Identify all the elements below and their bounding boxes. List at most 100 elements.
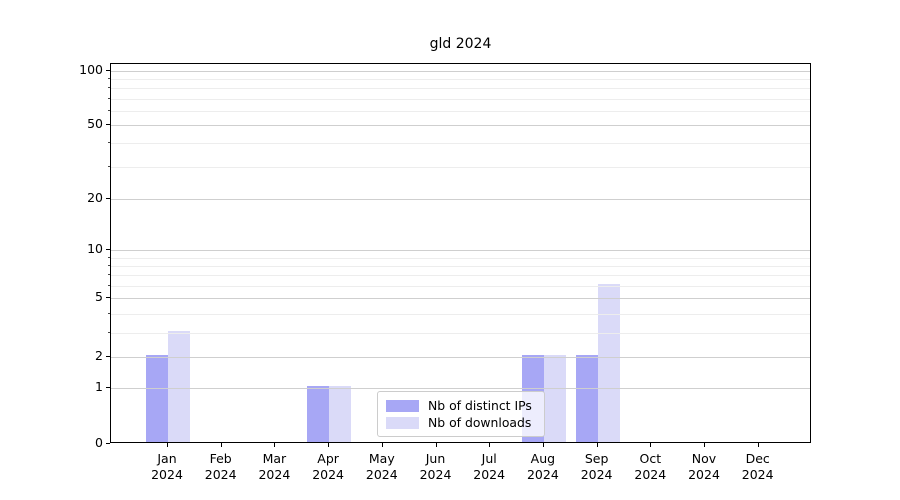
x-tick-year: 2024 [151,467,183,482]
gridline-major-20 [111,199,810,200]
y-tick-50 [106,124,110,125]
x-tick-label-feb: Feb 2024 [189,451,253,483]
y-tick-5 [106,297,110,298]
x-tick-label-jul: Jul 2024 [457,451,521,483]
y-tick-label-20: 20 [87,190,103,205]
x-tick-year: 2024 [741,467,774,482]
x-tick-month: Sep [584,451,609,466]
x-tick-label-jun: Jun 2024 [404,451,468,483]
x-tick-month: Apr [317,451,339,466]
y-tick-label-50: 50 [87,116,103,131]
x-tick-month: Oct [639,451,662,466]
x-tick-label-nov: Nov 2024 [672,451,736,483]
gridline-minor-7 [111,275,810,277]
y-tick-label-0: 0 [95,435,103,450]
bar-nb-of-distinct-ips-jan [146,355,168,442]
x-tick-year: 2024 [580,467,613,482]
bar-nb-of-distinct-ips-sep [575,355,598,442]
x-tick-month: Jun [425,451,446,466]
x-tick-feb [220,443,222,447]
y-tick-minor-30 [108,166,110,167]
plot-area [110,63,811,443]
x-tick-year: 2024 [365,467,398,482]
y-tick-minor-9 [108,257,110,258]
x-tick-month: Aug [530,451,556,466]
y-tick-minor-4 [108,313,110,314]
gridline-major-100 [111,71,810,72]
x-tick-label-jan: Jan 2024 [135,451,199,483]
x-tick-month: Dec [745,451,770,466]
legend-label-distinct-ips: Nb of distinct IPs [428,398,532,413]
x-tick-jul [489,443,491,447]
x-tick-year: 2024 [204,467,237,482]
bar-nb-of-downloads-jan [168,330,190,442]
gridline-minor-90 [111,79,810,81]
x-tick-month: Mar [262,451,287,466]
gridline-minor-40 [111,143,810,145]
y-tick-0 [106,443,110,444]
x-tick-label-apr: Apr 2024 [296,451,360,483]
gridline-minor-8 [111,265,810,267]
y-tick-20 [106,198,110,199]
y-tick-label-10: 10 [87,241,103,256]
x-tick-aug [542,443,544,447]
gridline-major-1 [111,388,810,389]
gridline-minor-6 [111,285,810,287]
x-tick-sep [596,443,598,447]
y-tick-minor-3 [108,332,110,333]
y-tick-minor-8 [108,265,110,266]
x-tick-label-dec: Dec 2024 [726,451,790,483]
legend-label-downloads: Nb of downloads [428,415,532,430]
x-tick-year: 2024 [419,467,452,482]
legend: Nb of distinct IPs Nb of downloads [377,391,545,437]
y-tick-minor-70 [108,98,110,99]
x-tick-month: Jul [481,451,497,466]
y-tick-minor-90 [108,78,110,79]
x-tick-mar [274,443,276,447]
x-tick-year: 2024 [688,467,720,482]
x-tick-oct [650,443,652,447]
y-tick-label-100: 100 [79,62,103,77]
y-tick-2 [106,356,110,357]
legend-swatch-downloads [386,416,419,429]
gridline-major-5 [111,298,810,299]
gridline-minor-9 [111,257,810,259]
y-tick-10 [106,249,110,250]
y-tick-label-2: 2 [95,348,103,363]
x-tick-dec [757,443,759,447]
chart-title: gld 2024 [429,36,492,52]
gridline-major-10 [111,250,810,251]
gridline-minor-80 [111,88,810,90]
x-tick-year: 2024 [312,467,344,482]
x-tick-label-oct: Oct 2024 [618,451,682,483]
x-tick-label-sep: Sep 2024 [565,451,629,483]
gridline-minor-30 [111,166,810,168]
gridline-minor-70 [111,98,810,100]
x-tick-year: 2024 [258,467,291,482]
y-tick-minor-60 [108,110,110,111]
legend-item-downloads: Nb of downloads [386,415,536,430]
gridline-major-2 [111,357,810,358]
gridline-minor-4 [111,313,810,315]
x-tick-may [381,443,383,447]
y-tick-1 [106,387,110,388]
y-tick-minor-7 [108,274,110,275]
gridline-major-50 [111,125,810,126]
x-tick-year: 2024 [634,467,667,482]
x-tick-label-mar: Mar 2024 [242,451,306,483]
x-tick-month: Feb [209,451,232,466]
legend-swatch-distinct-ips [386,399,419,412]
y-tick-100 [106,70,110,71]
x-tick-month: May [368,451,395,466]
x-tick-jan [167,443,168,447]
x-tick-year: 2024 [526,467,559,482]
y-tick-minor-80 [108,87,110,88]
gridline-minor-60 [111,110,810,112]
x-tick-month: Nov [691,451,717,466]
gridline-minor-3 [111,332,810,334]
x-tick-month: Jan [157,451,177,466]
legend-item-distinct-ips: Nb of distinct IPs [386,398,536,413]
x-tick-nov [704,443,705,447]
x-tick-label-may: May 2024 [350,451,414,483]
